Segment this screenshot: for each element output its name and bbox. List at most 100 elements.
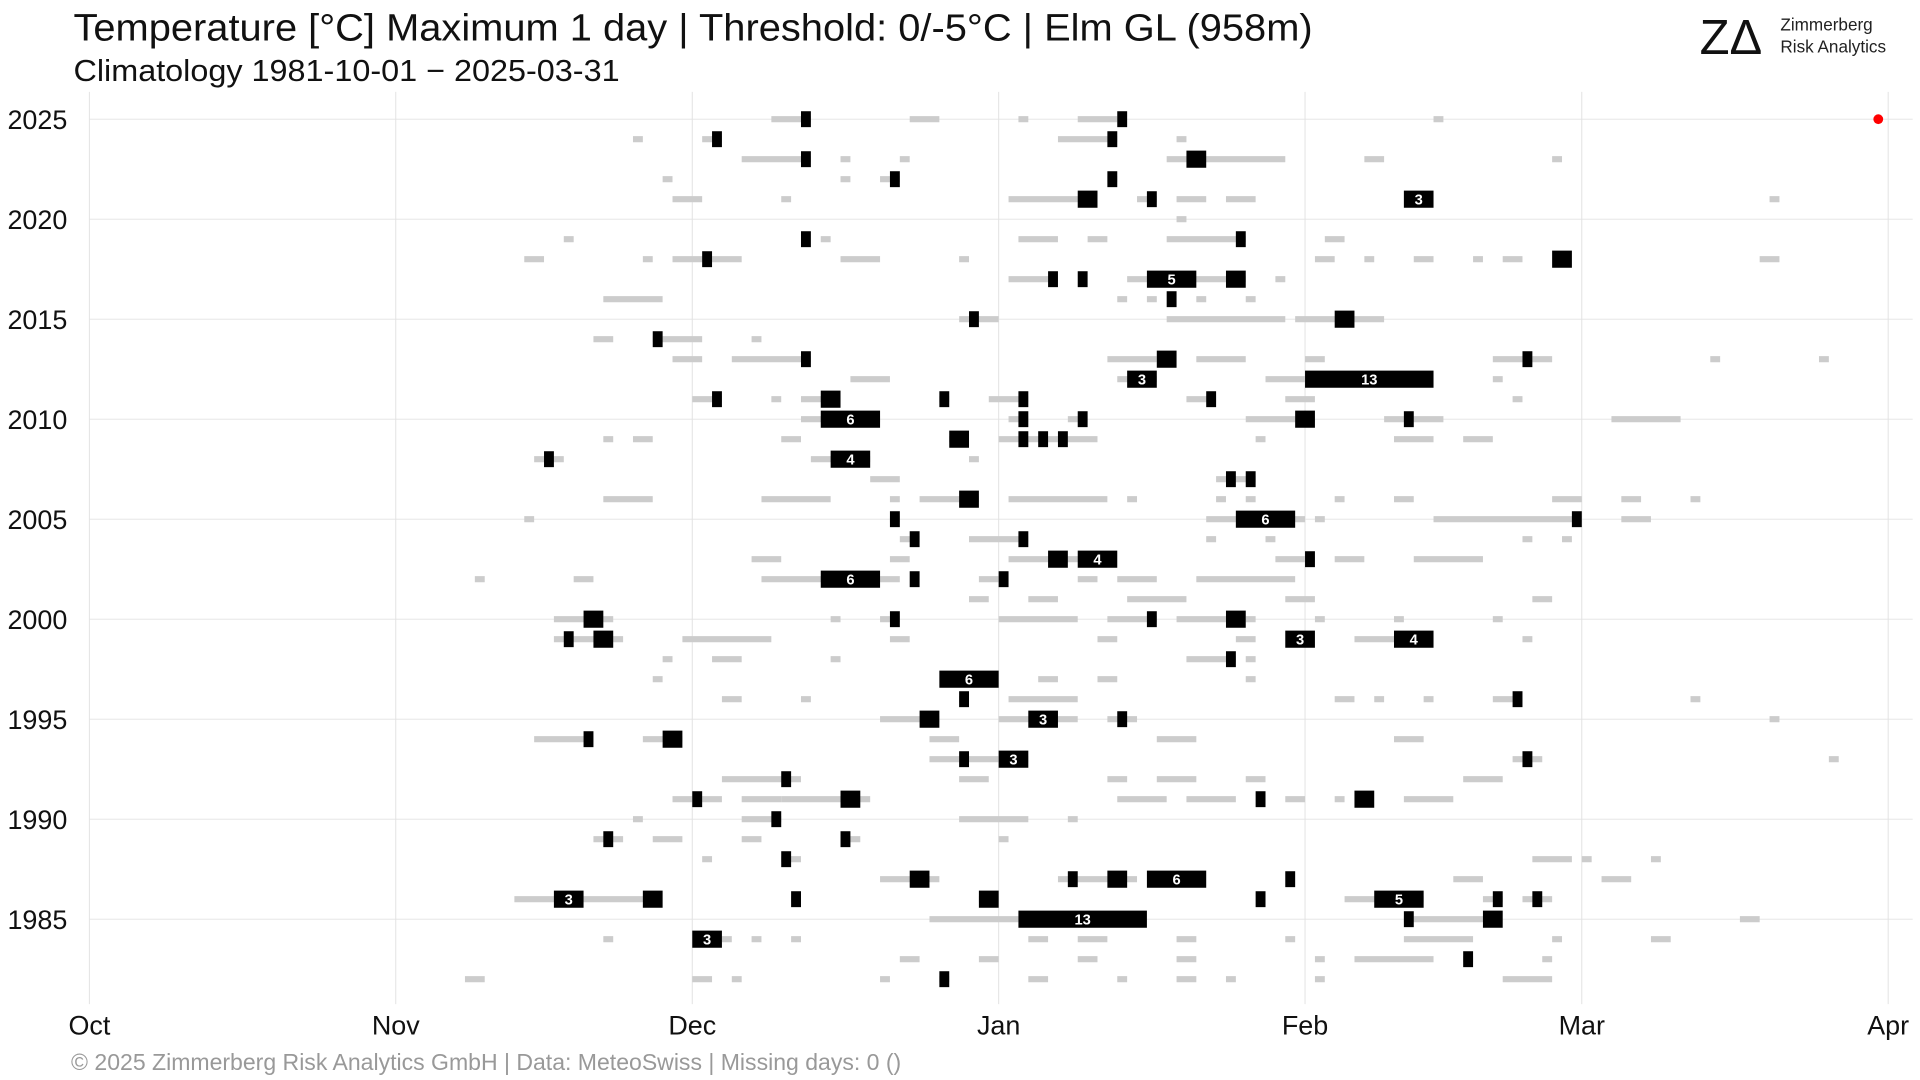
gray-bar — [652, 336, 703, 343]
gray-bar — [840, 836, 861, 843]
y-tick-label: 2010 — [7, 405, 67, 435]
gray-bar — [1690, 696, 1701, 703]
event-bar — [1522, 351, 1533, 368]
event-bar — [1571, 511, 1582, 528]
gray-bar — [1097, 636, 1118, 643]
gray-bar — [1057, 136, 1118, 143]
y-tick-label: 1990 — [7, 805, 67, 835]
event-bar — [1156, 350, 1177, 368]
gray-bar — [1542, 956, 1553, 963]
logo-line1: Zimmerberg — [1780, 15, 1872, 35]
gray-bar — [1314, 976, 1325, 983]
gray-bar — [1117, 796, 1167, 803]
gray-bar — [702, 856, 713, 863]
gray-bar — [652, 676, 663, 683]
event-bar — [1146, 611, 1157, 628]
event-label: 3 — [703, 933, 711, 949]
gray-bar — [603, 496, 653, 503]
gray-bar — [1413, 556, 1483, 563]
gray-bar — [899, 156, 910, 163]
event-bar — [1028, 710, 1058, 728]
event-label: 4 — [1093, 553, 1102, 569]
event-bar — [959, 751, 970, 768]
gray-bar — [840, 256, 881, 263]
gray-bar — [1532, 596, 1553, 603]
gray-bar — [919, 496, 979, 503]
gray-bar — [1225, 976, 1236, 983]
gray-bar — [741, 796, 782, 803]
gray-bar — [830, 656, 841, 663]
logo-line2: Risk Analytics — [1780, 37, 1886, 57]
gray-bar — [1245, 416, 1315, 423]
gray-bar — [1759, 256, 1780, 263]
gray-bar — [662, 176, 673, 183]
chart-title: Temperature [°C] Maximum 1 day | Thresho… — [73, 7, 1312, 49]
gray-bar — [1186, 656, 1236, 663]
event-bar — [889, 511, 900, 528]
gray-bar — [721, 696, 742, 703]
event-bar — [959, 490, 979, 508]
gray-bar — [1393, 736, 1424, 743]
chart-subtitle: Climatology 1981-10-01 − 2025-03-31 — [73, 54, 619, 88]
gray-bar — [1828, 756, 1839, 763]
event-label: 5 — [1395, 893, 1403, 909]
gray-bar — [1433, 516, 1582, 523]
gray-bar — [1492, 616, 1503, 623]
event-bar — [1552, 250, 1572, 268]
gray-bar — [1393, 616, 1404, 623]
event-bar — [1522, 751, 1533, 768]
gray-bar — [1176, 956, 1197, 963]
event-bar — [1295, 410, 1315, 428]
gray-bar — [870, 476, 900, 483]
event-bar — [939, 391, 950, 408]
event-bar — [1403, 411, 1414, 428]
gray-bar — [603, 936, 614, 943]
gray-bar — [1522, 636, 1533, 643]
y-tick-label: 2005 — [7, 505, 67, 535]
event-bar — [1305, 551, 1315, 568]
event-label: 6 — [965, 673, 973, 689]
gray-bar — [632, 136, 643, 143]
event-bar — [712, 391, 722, 408]
event-bar — [909, 531, 920, 548]
gray-bar — [741, 836, 762, 843]
event-bar — [1492, 891, 1503, 908]
gray-bar — [1275, 556, 1315, 563]
gray-bar — [1492, 696, 1523, 703]
gray-bar — [909, 116, 940, 123]
event-bar — [1057, 431, 1068, 448]
event-bar — [939, 971, 950, 988]
gray-bar — [1354, 956, 1434, 963]
gray-bar — [889, 496, 900, 503]
gray-bar — [1305, 356, 1325, 363]
event-bar — [1018, 910, 1147, 928]
event-bar — [583, 731, 594, 748]
y-tick-label: 1985 — [7, 905, 67, 935]
event-bar — [1235, 231, 1246, 248]
event-bar — [969, 311, 979, 328]
gray-bar — [1393, 436, 1434, 443]
gray-bar — [1285, 936, 1296, 943]
gray-bar — [781, 856, 801, 863]
gray-bar — [1077, 956, 1098, 963]
event-bar — [800, 231, 811, 248]
event-bar — [1334, 310, 1355, 328]
event-label: 6 — [846, 413, 854, 429]
gray-bar — [1216, 476, 1256, 483]
y-tick-label: 2020 — [7, 205, 67, 235]
event-bar — [1245, 471, 1256, 488]
event-label: 6 — [1172, 873, 1180, 889]
event-bar — [781, 851, 792, 868]
footer: © 2025 Zimmerberg Risk Analytics GmbH | … — [71, 1049, 901, 1075]
gray-bar — [1235, 636, 1256, 643]
gray-bar — [731, 356, 811, 363]
gray-bar — [1196, 356, 1246, 363]
gray-bar — [969, 596, 989, 603]
gray-bar — [830, 616, 841, 623]
gray-bar — [1324, 236, 1345, 243]
event-bar — [1354, 790, 1375, 808]
gray-bar — [1156, 736, 1197, 743]
event-bar — [1235, 510, 1296, 528]
event-bar — [998, 571, 1009, 588]
event-bar — [692, 930, 722, 948]
